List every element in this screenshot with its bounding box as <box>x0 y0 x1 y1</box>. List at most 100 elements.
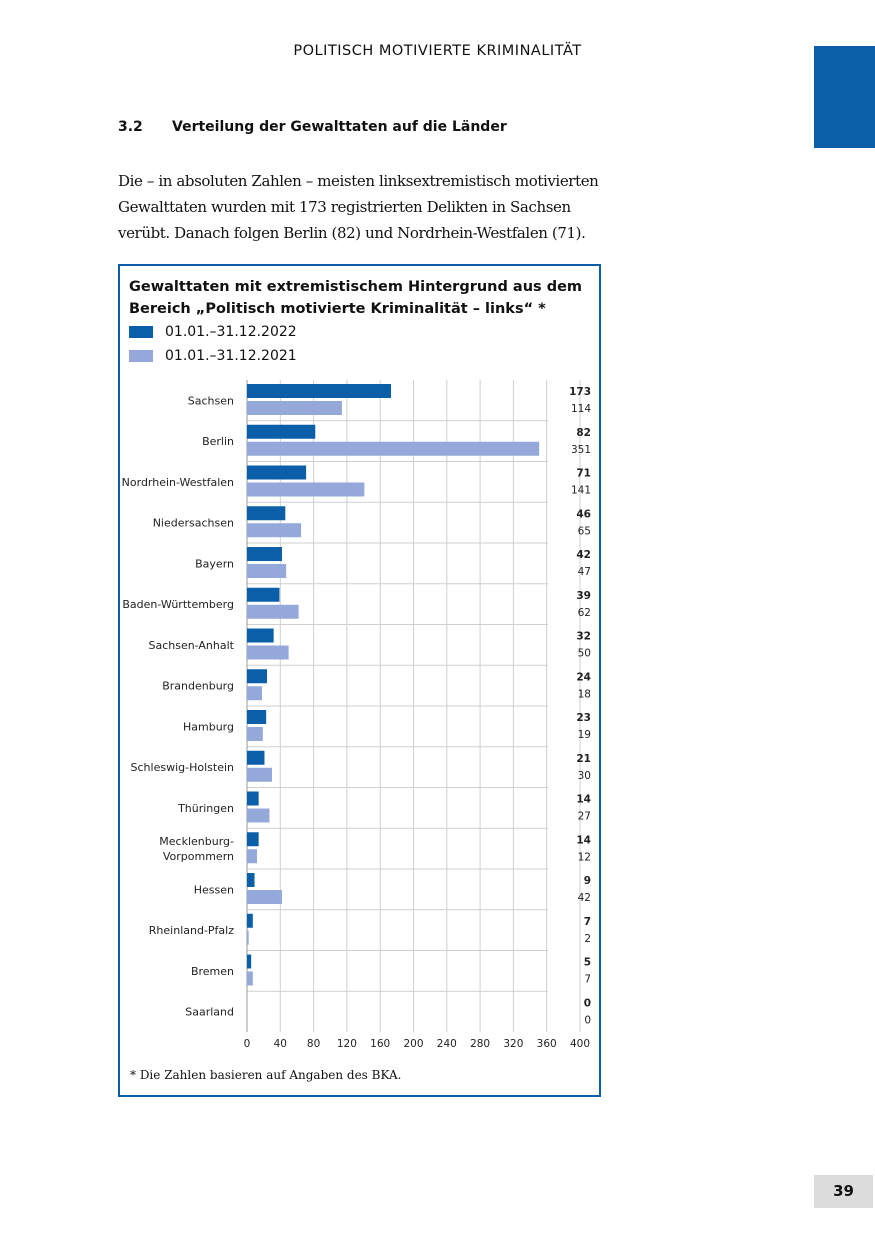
x-tick-label: 240 <box>437 1038 457 1050</box>
data-label: 114 <box>571 403 591 415</box>
data-label: 23 <box>576 712 591 724</box>
category-label: Bremen <box>191 965 234 978</box>
legend-swatch <box>129 350 153 362</box>
data-label: 71 <box>576 468 591 480</box>
x-tick-label: 400 <box>570 1038 590 1050</box>
bar-2022 <box>247 547 282 561</box>
data-label: 30 <box>578 770 591 782</box>
x-tick-label: 0 <box>244 1038 251 1050</box>
data-label: 14 <box>576 834 591 846</box>
data-label: 42 <box>576 549 591 561</box>
category-label: Hamburg <box>183 720 234 733</box>
category-label: Sachsen-Anhalt <box>148 639 234 652</box>
category-label: Baden-Württemberg <box>122 598 234 611</box>
footnote: * Die Zahlen basieren auf Angaben des BK… <box>130 1068 402 1082</box>
data-label: 12 <box>578 851 591 863</box>
bar-2022 <box>247 832 259 847</box>
category-label: Nordrhein-Westfalen <box>122 476 234 489</box>
bar-2022 <box>247 913 253 928</box>
category-label: Brandenburg <box>162 680 234 693</box>
x-tick-label: 120 <box>337 1038 357 1050</box>
category-label: Rheinland-Pfalz <box>149 924 234 937</box>
category-label: Thüringen <box>177 802 234 815</box>
data-label: 39 <box>576 590 591 602</box>
bar-2022 <box>247 424 316 439</box>
x-tick-label: 160 <box>370 1038 390 1050</box>
bar-2021 <box>247 727 263 741</box>
category-label: Schleswig-Holstein <box>131 761 234 774</box>
bar-2022 <box>247 384 392 398</box>
x-tick-label: 280 <box>470 1038 490 1050</box>
category-label: Sachsen <box>188 394 234 407</box>
bar-2021 <box>247 890 282 904</box>
data-label: 5 <box>584 957 591 969</box>
bar-2021 <box>247 401 342 415</box>
category-label: Bayern <box>195 557 234 570</box>
data-label: 24 <box>576 671 591 683</box>
bar-2021 <box>247 971 253 986</box>
bar-2021 <box>247 441 540 456</box>
bar-2022 <box>247 506 286 521</box>
data-label: 82 <box>576 427 591 439</box>
body-paragraph: Die – in absoluten Zahlen – meisten link… <box>118 172 599 242</box>
data-label: 351 <box>571 444 591 456</box>
legend-swatch <box>129 326 153 338</box>
bar-2022 <box>247 587 280 602</box>
data-label: 47 <box>578 566 591 578</box>
chart-box: Gewalttaten mit extremistischem Hintergr… <box>118 264 601 1097</box>
data-label: 18 <box>578 688 591 700</box>
bar-2021 <box>247 686 262 701</box>
data-label: 50 <box>578 648 591 660</box>
bar-2022 <box>247 669 267 684</box>
data-label: 14 <box>576 794 591 806</box>
x-tick-label: 320 <box>503 1038 523 1050</box>
category-label: Berlin <box>202 435 234 448</box>
bar-2021 <box>247 482 365 497</box>
category-label: Niedersachsen <box>153 517 234 530</box>
data-label: 0 <box>584 1014 591 1026</box>
data-label: 46 <box>576 508 591 520</box>
bar-2022 <box>247 791 259 806</box>
data-label: 32 <box>576 631 591 643</box>
category-label: Vorpommern <box>163 850 234 863</box>
bar-2022 <box>247 465 307 480</box>
data-label: 42 <box>578 892 591 904</box>
data-label: 65 <box>578 525 591 537</box>
data-label: 173 <box>569 386 591 398</box>
data-label: 0 <box>584 997 591 1009</box>
bar-2022 <box>247 954 252 969</box>
x-tick-label: 200 <box>403 1038 423 1050</box>
bar-2022 <box>247 750 265 765</box>
category-label: Mecklenburg- <box>159 835 234 848</box>
data-label: 21 <box>576 753 591 765</box>
bar-2022 <box>247 710 267 724</box>
bar-2021 <box>247 523 302 538</box>
bar-2021 <box>247 564 287 578</box>
bar-2021 <box>247 808 270 823</box>
bar-2021 <box>247 645 289 660</box>
chapter-tab <box>814 46 875 148</box>
data-label: 7 <box>584 916 591 928</box>
chart-title: Gewalttaten mit extremistischem Hintergr… <box>129 279 583 317</box>
legend-item-2021: 01.01.–31.12.2021 <box>129 348 297 364</box>
bar-2021 <box>247 767 272 782</box>
data-label: 19 <box>578 729 591 741</box>
data-label: 7 <box>584 974 591 986</box>
bar-2021 <box>247 604 299 619</box>
section-heading: 3.2 Verteilung der Gewalttaten auf die Lä… <box>118 119 507 135</box>
data-label: 9 <box>584 875 591 887</box>
data-label: 27 <box>578 811 591 823</box>
running-header: POLITISCH MOTIVIERTE KRIMINALITÄT <box>293 43 582 59</box>
bar-2021 <box>247 930 249 945</box>
bar-2022 <box>247 873 255 887</box>
legend-item-2022: 01.01.–31.12.2022 <box>129 324 297 340</box>
category-label: Hessen <box>194 883 234 896</box>
category-label: Saarland <box>185 1006 234 1019</box>
x-tick-label: 40 <box>274 1038 287 1050</box>
x-tick-label: 360 <box>537 1038 557 1050</box>
data-label: 141 <box>571 485 591 497</box>
data-label: 2 <box>584 933 591 945</box>
bar-2022 <box>247 628 274 643</box>
